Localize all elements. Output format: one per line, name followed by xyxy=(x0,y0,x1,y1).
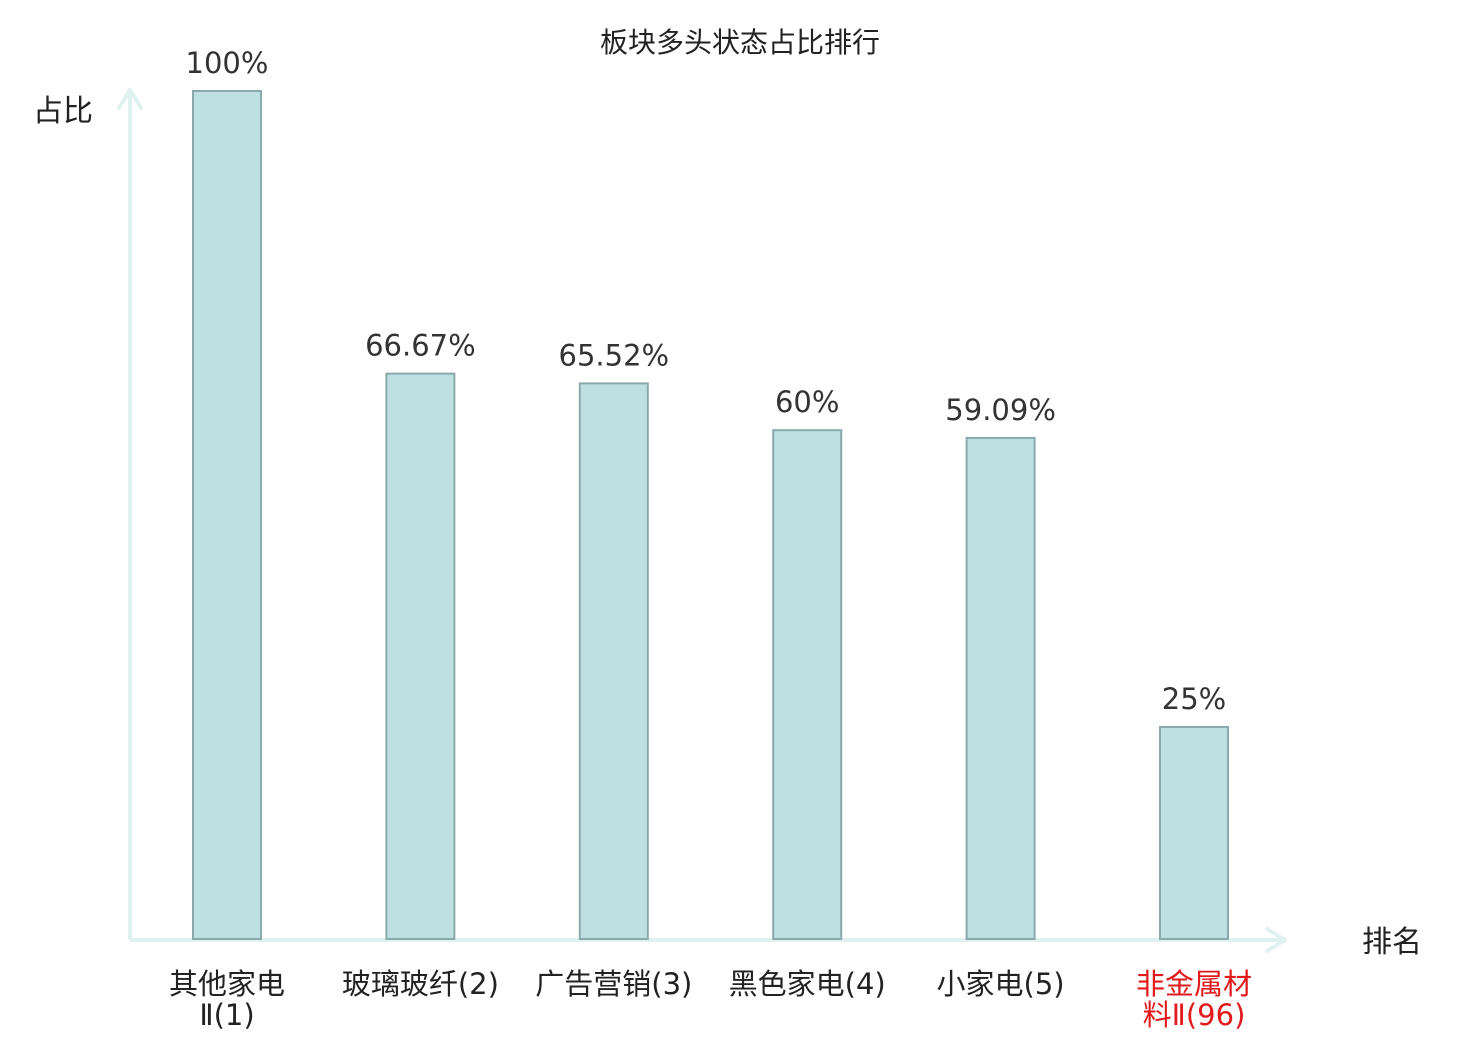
x-axis-arrow xyxy=(1265,927,1287,953)
x-tick-label-1: 玻璃玻纤(2) xyxy=(342,967,499,1001)
x-tick-label-4: 小家电(5) xyxy=(937,967,1065,1001)
bar-1 xyxy=(385,372,456,940)
x-tick-label-line: 小家电(5) xyxy=(937,967,1065,1001)
bar-3 xyxy=(772,429,843,940)
bar-4 xyxy=(965,436,1036,940)
bar-0 xyxy=(192,90,262,940)
value-label-1: 66.67% xyxy=(365,329,476,363)
value-label-0: 100% xyxy=(186,46,269,80)
x-tick-labels-group: 其他家电 Ⅱ(1) 玻璃玻纤(2) 广告营销(3) 黑色家电(4) 小家电(5) 非金属材料… xyxy=(169,967,1252,1032)
value-label-2: 65.52% xyxy=(559,338,670,372)
x-tick-label-5: 非金属材料Ⅱ(96) xyxy=(1136,967,1252,1032)
x-tick-label-line: 其他家电 xyxy=(169,967,285,1001)
x-tick-label-2: 广告营销(3) xyxy=(535,967,692,1001)
x-tick-label-line: 广告营销(3) xyxy=(535,967,692,1001)
value-label-5: 25% xyxy=(1162,682,1226,716)
x-tick-label-0: 其他家电 Ⅱ(1) xyxy=(169,967,285,1032)
x-tick-label-line: 非金属材 xyxy=(1136,967,1252,1001)
chart-title: 板块多头状态占比排行 xyxy=(600,26,880,59)
bar-2 xyxy=(578,382,649,941)
x-tick-label-3: 黑色家电(4) xyxy=(729,967,886,1001)
x-tick-label-line: 黑色家电(4) xyxy=(729,967,886,1001)
bar-5 xyxy=(1159,726,1229,940)
x-tick-label-line: 料Ⅱ(96) xyxy=(1143,998,1246,1032)
x-tick-label-line: Ⅱ(1) xyxy=(199,998,254,1032)
value-label-3: 60% xyxy=(775,385,839,419)
x-tick-label-line: 玻璃玻纤(2) xyxy=(342,967,499,1001)
bars-group xyxy=(192,90,1229,941)
value-label-4: 59.09% xyxy=(945,393,1056,427)
y-axis-label: 占比 xyxy=(33,94,93,129)
x-axis-label: 排名 xyxy=(1362,925,1422,960)
value-labels-group: 100% 66.67% 65.52% 60% 59.09% 25% xyxy=(186,46,1227,716)
y-axis-arrow xyxy=(117,88,143,110)
